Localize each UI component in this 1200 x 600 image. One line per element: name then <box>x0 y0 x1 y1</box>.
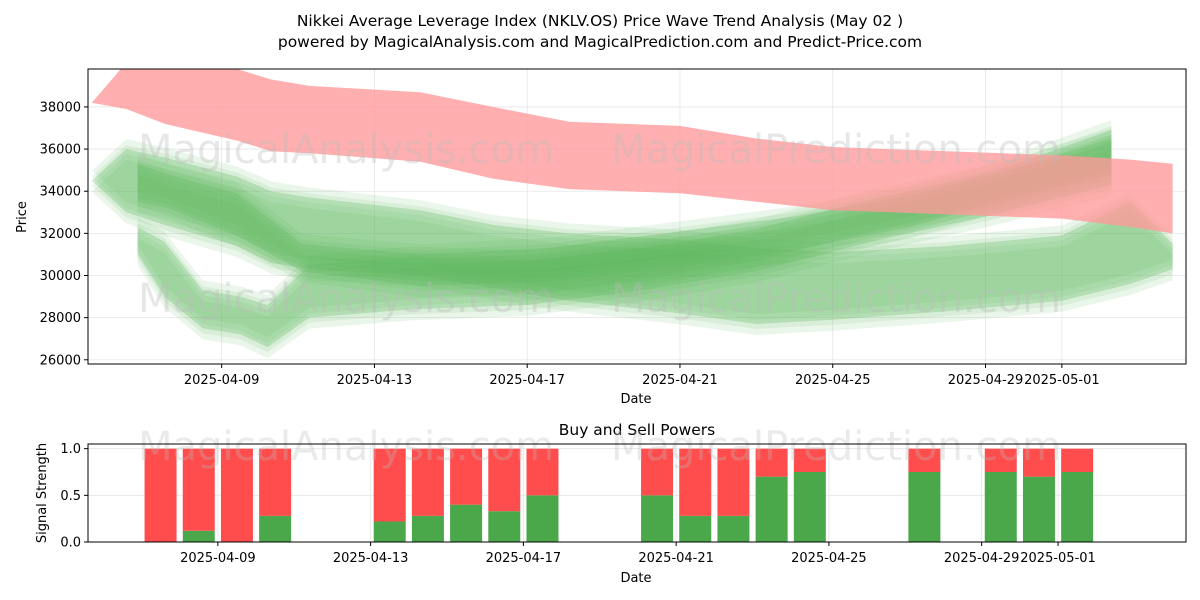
buy-bar <box>908 472 941 542</box>
price-y-tick-label: 36000 <box>40 143 81 158</box>
sell-bar <box>373 448 406 522</box>
price-y-axis-label: Price <box>15 201 30 233</box>
sell-bar <box>755 448 788 477</box>
sell-bar <box>1022 448 1055 477</box>
sell-bar <box>450 448 483 505</box>
sell-bar <box>679 448 712 516</box>
price-x-tick-label: 2025-04-25 <box>795 373 871 388</box>
price-y-tick-label: 38000 <box>40 100 81 115</box>
buy-bar <box>755 476 788 542</box>
price-x-ticks: 2025-04-09 2025-04-13 2025-04-17 2025-04-21… <box>184 364 1100 388</box>
buy-bar <box>984 472 1017 542</box>
sell-bar <box>488 448 521 512</box>
price-band-green-band-low <box>137 141 1112 359</box>
signal-plot-frame <box>87 443 1187 543</box>
price-y-tick-label: 30000 <box>40 269 81 284</box>
buy-bar <box>488 511 521 542</box>
signal-x-tick-label: 2025-05-01 <box>1020 551 1096 566</box>
price-chart: MagicalAnalysis.com MagicalPrediction.co… <box>15 68 1187 407</box>
signal-y-ticks: 0.0 0.5 1.0 <box>60 442 88 551</box>
sell-bar <box>641 448 674 496</box>
price-y-tick-label: 26000 <box>40 353 81 368</box>
buy-bar <box>259 515 292 542</box>
watermark-prediction: MagicalPrediction.com <box>611 127 1061 173</box>
buy-bar <box>373 521 406 542</box>
price-y-ticks: 26000 28000 30000 32000 34000 36000 38000 <box>40 100 88 368</box>
signal-y-axis-label: Signal Strength <box>35 443 50 543</box>
price-x-axis-label: Date <box>620 392 651 407</box>
price-band-green-band-wide <box>91 145 1173 320</box>
price-band-green-band-mid <box>137 143 1112 291</box>
sell-bar <box>908 448 941 472</box>
price-band-green-band-low <box>137 126 1112 344</box>
signal-chart: Buy and Sell Powers MagicalAnalysis.com … <box>35 421 1187 586</box>
price-x-tick-label: 2025-04-29 <box>948 373 1024 388</box>
signal-x-axis-label: Date <box>620 571 651 586</box>
buy-bar <box>679 515 712 542</box>
price-band-green-band-low <box>137 130 1112 348</box>
price-y-tick-label: 32000 <box>40 227 81 242</box>
sell-bar <box>526 448 559 496</box>
price-band-green-band-wide <box>91 149 1173 324</box>
buy-bar <box>411 515 444 542</box>
price-band-green-band-wide <box>91 154 1173 329</box>
price-watermarks: MagicalAnalysis.com MagicalPrediction.co… <box>138 127 1061 322</box>
buy-bar <box>526 495 559 542</box>
signal-y-tick-label: 0.5 <box>60 489 81 504</box>
signal-x-ticks: 2025-04-09 2025-04-13 2025-04-17 2025-04-21… <box>180 542 1096 566</box>
chart-title-line1: Nikkei Average Leverage Index (NKLV.OS) … <box>297 12 903 30</box>
buy-bar <box>450 504 483 542</box>
signal-chart-title: Buy and Sell Powers <box>559 421 716 439</box>
price-band-green-band-mid <box>137 149 1112 297</box>
watermark-analysis-2: MagicalAnalysis.com <box>138 276 554 322</box>
watermark-prediction-2: MagicalPrediction.com <box>611 276 1061 322</box>
sell-bar <box>793 448 826 472</box>
sell-bar <box>1061 448 1094 472</box>
chart-title-line2: powered by MagicalAnalysis.com and Magic… <box>278 33 922 51</box>
price-y-tick-label: 34000 <box>40 185 81 200</box>
price-band-green-band-wide <box>91 139 1173 314</box>
sell-bar <box>717 448 750 516</box>
buy-bar <box>182 530 215 542</box>
signal-watermarks: MagicalAnalysis.com MagicalPrediction.co… <box>138 424 1061 470</box>
watermark-analysis: MagicalAnalysis.com <box>138 127 554 173</box>
signal-x-tick-label: 2025-04-09 <box>180 551 256 566</box>
price-x-tick-label: 2025-04-21 <box>642 373 718 388</box>
signal-x-tick-label: 2025-04-13 <box>333 551 409 566</box>
buy-bar <box>717 515 750 542</box>
price-band-red-band <box>91 69 1173 234</box>
sell-bar <box>144 448 177 542</box>
signal-x-tick-label: 2025-04-17 <box>486 551 562 566</box>
buy-bar <box>793 472 826 542</box>
price-band-green-band-low <box>137 120 1112 338</box>
signal-x-tick-label: 2025-04-21 <box>638 551 714 566</box>
sell-bar <box>220 448 253 542</box>
signal-bars <box>144 448 1094 542</box>
signal-y-tick-label: 0.0 <box>60 536 81 551</box>
price-x-tick-label: 2025-04-17 <box>489 373 565 388</box>
price-x-tick-label: 2025-04-09 <box>184 373 260 388</box>
buy-bar <box>641 495 674 542</box>
signal-y-tick-label: 1.0 <box>60 442 81 457</box>
price-bands <box>91 69 1173 359</box>
price-y-tick-label: 28000 <box>40 311 81 326</box>
sell-bar <box>984 448 1017 472</box>
watermark-analysis-3: MagicalAnalysis.com <box>138 424 554 470</box>
buy-bar <box>1061 472 1094 542</box>
price-plot-frame <box>87 68 1187 365</box>
watermark-prediction-3: MagicalPrediction.com <box>611 424 1061 470</box>
signal-x-tick-label: 2025-04-25 <box>791 551 867 566</box>
price-x-tick-label: 2025-04-13 <box>337 373 413 388</box>
price-x-tick-label: 2025-05-01 <box>1024 373 1100 388</box>
sell-bar <box>182 448 215 531</box>
signal-x-tick-label: 2025-04-29 <box>944 551 1020 566</box>
sell-bar <box>411 448 444 516</box>
price-band-green-band-low <box>137 135 1112 353</box>
price-band-green-band-wide <box>91 160 1173 335</box>
sell-bar <box>259 448 292 516</box>
buy-bar <box>1022 476 1055 542</box>
